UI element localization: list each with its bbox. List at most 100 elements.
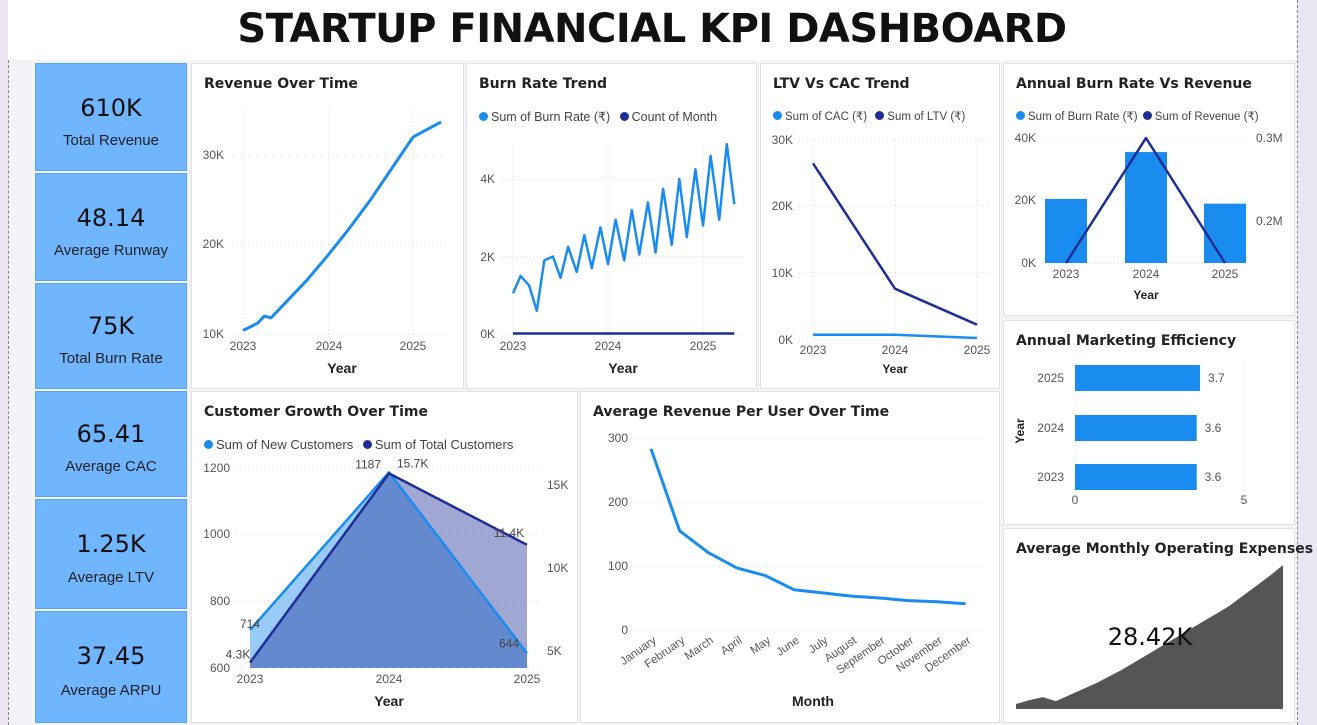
kpi-card-total-revenue[interactable]: 610K Total Revenue bbox=[35, 63, 187, 171]
y-tick-label: 200 bbox=[608, 495, 628, 509]
kpi-value: 48.14 bbox=[76, 204, 146, 232]
y-tick-label: 30K bbox=[203, 148, 224, 162]
kpi-label: Average CAC bbox=[65, 458, 157, 475]
ltv-cac-chart: 30K 20K 10K 0K 2023 2024 2025 Year bbox=[772, 133, 991, 376]
legend: Sum of Burn Rate (₹) Count of Month bbox=[479, 109, 717, 124]
x-tick-label: 2025 bbox=[400, 339, 427, 353]
opex-value: 28.42K bbox=[1107, 623, 1193, 651]
burn-rate-trend-panel[interactable]: Burn Rate Trend Sum of Burn Rate (₹) Cou… bbox=[466, 63, 757, 389]
data-label: 15.7K bbox=[397, 456, 428, 470]
kpi-card-average-runway[interactable]: 48.14 Average Runway bbox=[35, 173, 187, 281]
kpi-label: Total Revenue bbox=[63, 132, 159, 149]
revenue-over-time-panel[interactable]: Revenue Over Time 30K 20K 10K 2023 2024 … bbox=[191, 63, 464, 389]
y-tick-label: 10K bbox=[203, 327, 224, 341]
kpi-card-average-cac[interactable]: 65.41 Average CAC bbox=[35, 391, 187, 497]
y-tick-label: 100 bbox=[608, 559, 628, 573]
cac-line bbox=[813, 333, 978, 340]
x-tick-label: March bbox=[683, 635, 716, 663]
y-tick-label: 2K bbox=[480, 250, 495, 264]
x-tick-label: 2025 bbox=[964, 343, 991, 357]
x-tick-label: 2025 bbox=[514, 672, 541, 686]
x-axis-title: Year bbox=[1133, 288, 1159, 302]
x-axis-title: Year bbox=[374, 693, 404, 709]
data-label: 11.4K bbox=[494, 526, 524, 540]
y-tick-label: 2025 bbox=[1037, 371, 1064, 385]
kpi-label: Average Runway bbox=[54, 242, 168, 259]
legend-label: Sum of Burn Rate (₹) bbox=[1028, 111, 1138, 123]
y-tick-label: 10K bbox=[772, 266, 793, 280]
data-label: 644 bbox=[499, 636, 519, 650]
burn-bar bbox=[1045, 198, 1087, 263]
kpi-card-average-arpu[interactable]: 37.45 Average ARPU bbox=[35, 611, 187, 723]
efficiency-bar bbox=[1075, 415, 1197, 441]
x-axis-title: Year bbox=[882, 362, 908, 376]
x-tick-label: 2023 bbox=[500, 339, 527, 353]
legend-marker bbox=[479, 112, 488, 122]
y-tick-label: 600 bbox=[210, 661, 230, 675]
burn-bar bbox=[1204, 203, 1246, 263]
x-axis-title: Year bbox=[327, 360, 357, 376]
kpi-card-total-burn-rate[interactable]: 75K Total Burn Rate bbox=[35, 283, 187, 389]
customer-growth-panel[interactable]: Customer Growth Over Time Sum of New Cus… bbox=[191, 391, 578, 723]
legend-marker bbox=[1142, 111, 1152, 121]
y2-tick-label: 0.3M bbox=[1256, 131, 1283, 145]
legend: Sum of Burn Rate (₹) Sum of Revenue (₹) bbox=[1016, 109, 1259, 123]
y-axis-title: Year bbox=[1013, 418, 1027, 444]
annual-burn-vs-revenue-panel[interactable]: Annual Burn Rate Vs Revenue Sum of Burn … bbox=[1003, 63, 1295, 316]
y-tick-label: 0K bbox=[1021, 256, 1036, 270]
x-tick-label: 2025 bbox=[1212, 267, 1239, 281]
ltv-vs-cac-panel[interactable]: LTV Vs CAC Trend Sum of CAC (₹) Sum of L… bbox=[760, 63, 1000, 389]
x-tick-label: 0 bbox=[1072, 493, 1079, 507]
new-customers-area bbox=[250, 472, 527, 668]
legend: Sum of New Customers Sum of Total Custom… bbox=[204, 437, 513, 452]
data-label: 3.6 bbox=[1205, 421, 1222, 435]
x-axis-title: Year bbox=[608, 360, 638, 376]
chart-title: Average Revenue Per User Over Time bbox=[593, 404, 890, 420]
x-tick-label: 2024 bbox=[882, 343, 909, 357]
arpu-line bbox=[649, 448, 966, 606]
legend-label: Count of Month bbox=[631, 110, 718, 124]
revenue-line bbox=[1064, 136, 1227, 264]
kpi-label: Total Burn Rate bbox=[59, 350, 163, 367]
y-tick-label: 800 bbox=[210, 594, 230, 608]
opex-area bbox=[1016, 565, 1283, 709]
marketing-efficiency-chart: Year 0 5 2025 3.7 2024 3.6 2023 3.6 bbox=[1013, 365, 1248, 507]
marketing-efficiency-panel[interactable]: Annual Marketing Efficiency Year 0 5 202… bbox=[1003, 320, 1295, 525]
legend-marker bbox=[619, 112, 629, 122]
y-tick-label: 0K bbox=[480, 327, 495, 341]
x-tick-label: 5 bbox=[1241, 493, 1248, 507]
arpu-chart: 300 200 100 0 Month JanuaryFebruaryMarch… bbox=[608, 431, 986, 709]
y-tick-label: 2024 bbox=[1037, 421, 1064, 435]
kpi-value: 75K bbox=[87, 312, 135, 340]
y-tick-label: 300 bbox=[608, 431, 628, 445]
dashboard-title: STARTUP FINANCIAL KPI DASHBOARD bbox=[237, 6, 1067, 52]
chart-title: Customer Growth Over Time bbox=[204, 404, 428, 420]
total-customers-area bbox=[250, 473, 527, 668]
kpi-card-average-ltv[interactable]: 1.25K Average LTV bbox=[35, 499, 187, 609]
data-label: 3.7 bbox=[1208, 371, 1225, 385]
chart-title: Average Monthly Operating Expenses bbox=[1016, 541, 1314, 557]
chart-title: Burn Rate Trend bbox=[479, 76, 608, 92]
kpi-value: 65.41 bbox=[76, 420, 146, 448]
arpu-over-time-panel[interactable]: Average Revenue Per User Over Time 300 2… bbox=[580, 391, 1000, 723]
x-tick-label: 2024 bbox=[376, 672, 403, 686]
y-tick-label: 0K bbox=[778, 333, 793, 347]
x-tick-label: 2024 bbox=[316, 339, 343, 353]
legend-marker bbox=[773, 111, 782, 121]
y2-tick-label: 10K bbox=[547, 561, 568, 575]
y2-tick-label: 0.2M bbox=[1256, 214, 1283, 228]
legend-label: Sum of Total Customers bbox=[374, 437, 514, 452]
data-label: 4.3K bbox=[226, 648, 251, 662]
y-tick-label: 30K bbox=[772, 133, 793, 147]
x-tick-label: April bbox=[719, 635, 745, 658]
kpi-value: 1.25K bbox=[76, 530, 146, 558]
data-label: 1187 bbox=[355, 457, 381, 471]
ltv-line bbox=[811, 162, 978, 326]
operating-expenses-panel[interactable]: Average Monthly Operating Expenses 28.42… bbox=[1003, 528, 1313, 723]
kpi-value: 37.45 bbox=[76, 642, 146, 670]
x-tick-label: 2025 bbox=[690, 339, 717, 353]
y-tick-label: 1000 bbox=[203, 527, 230, 541]
burn-rate-line bbox=[511, 142, 736, 313]
legend-label: Sum of Burn Rate (₹) bbox=[491, 110, 611, 124]
kpi-label: Average ARPU bbox=[60, 682, 162, 699]
